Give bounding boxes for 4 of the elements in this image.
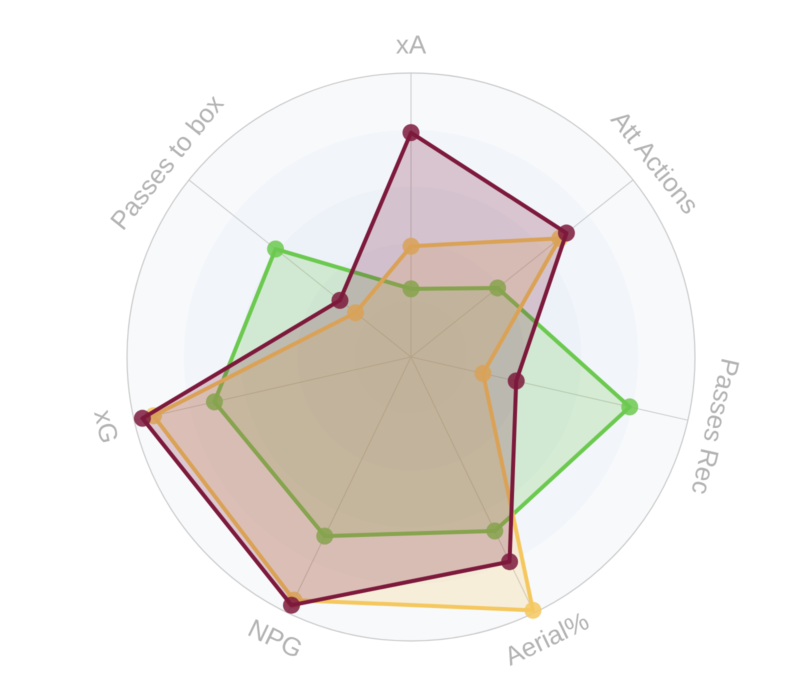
spoke-label: Passes Rec xyxy=(686,356,746,498)
spoke-label: xG xyxy=(88,406,125,446)
spoke-label: xA xyxy=(396,30,427,60)
spoke-label: NPG xyxy=(244,612,308,664)
